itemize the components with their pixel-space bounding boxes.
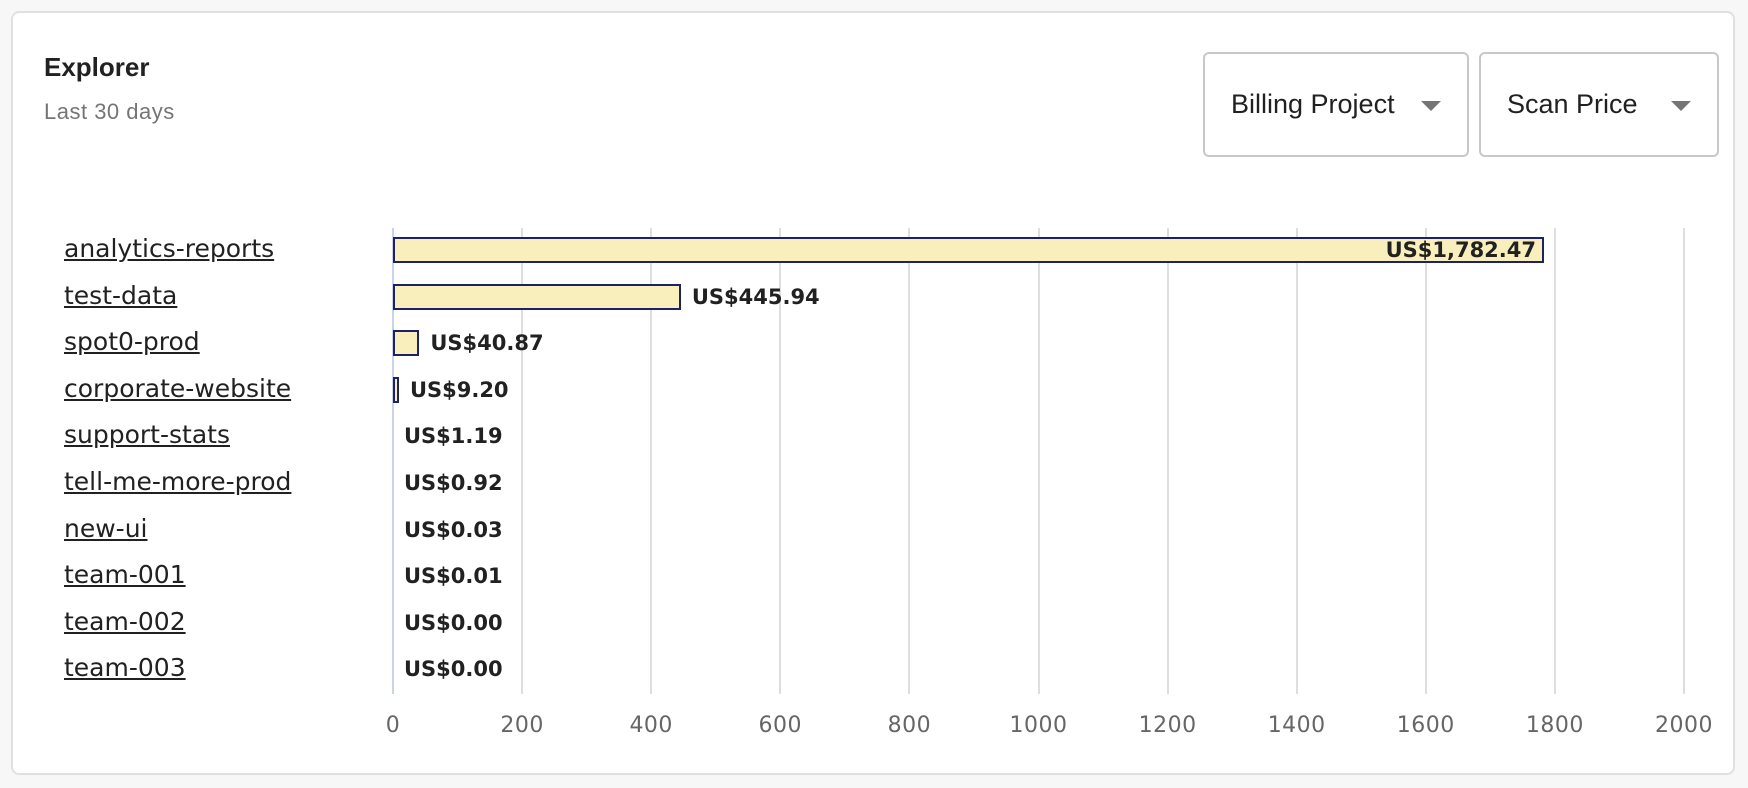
- x-tick-label: 200: [500, 713, 544, 738]
- table-row: spot0-prod US$40.87: [0, 321, 1748, 367]
- table-row: team-003 US$0.00: [0, 647, 1748, 693]
- grid-line: [650, 228, 653, 694]
- bar-value-label: US$0.00: [404, 610, 503, 635]
- bar-value-label: US$0.01: [404, 564, 503, 589]
- grid-line: [1295, 228, 1298, 694]
- bar[interactable]: [393, 376, 399, 403]
- metric-dropdown[interactable]: Scan Price: [1479, 52, 1719, 157]
- bar-value-label: US$0.00: [404, 657, 503, 682]
- bar-value-label: US$1,782.47: [1385, 238, 1536, 262]
- grid-line: [1424, 228, 1427, 694]
- bar[interactable]: [393, 330, 420, 357]
- billing-project-link[interactable]: spot0-prod: [64, 327, 200, 357]
- table-row: tell-me-more-prod US$0.92: [0, 461, 1748, 507]
- x-tick-label: 1000: [1009, 713, 1068, 738]
- y-axis-line: [392, 228, 394, 694]
- bar[interactable]: [393, 237, 1544, 263]
- caret-down-icon: [1421, 100, 1441, 111]
- table-row: corporate-website US$9.20: [0, 368, 1748, 414]
- billing-project-link[interactable]: team-001: [64, 560, 186, 590]
- x-tick-label: 1400: [1267, 713, 1326, 738]
- caret-down-icon: [1671, 100, 1691, 111]
- group-by-label: Billing Project: [1231, 89, 1395, 119]
- x-tick-label: 1800: [1525, 713, 1584, 738]
- billing-project-link[interactable]: tell-me-more-prod: [64, 467, 292, 496]
- x-tick-label: 1600: [1396, 713, 1455, 738]
- x-tick-label: 1200: [1138, 713, 1197, 738]
- table-row: support-stats US$1.19: [0, 414, 1748, 460]
- billing-project-link[interactable]: analytics-reports: [64, 234, 275, 263]
- grid-line: [1553, 228, 1556, 694]
- bar-value-label: US$40.87: [430, 331, 544, 356]
- bar-value-label: US$0.92: [404, 471, 503, 495]
- x-tick-label: 0: [385, 713, 401, 738]
- group-by-dropdown[interactable]: Billing Project: [1203, 52, 1469, 157]
- metric-label: Scan Price: [1507, 89, 1638, 119]
- grid-line: [908, 228, 911, 694]
- billing-project-link[interactable]: support-stats: [64, 420, 230, 450]
- card-subtitle: Last 30 days: [44, 99, 175, 124]
- card-title: Explorer: [44, 52, 150, 82]
- bar[interactable]: [393, 283, 681, 310]
- billing-project-link[interactable]: test-data: [64, 280, 178, 310]
- billing-project-link[interactable]: corporate-website: [64, 373, 292, 403]
- bar-value-label: US$0.03: [404, 517, 503, 542]
- bar-value-label: US$1.19: [404, 424, 503, 449]
- table-row: new-ui US$0.03: [0, 508, 1748, 554]
- grid-line: [1166, 228, 1169, 694]
- table-row: team-001 US$0.01: [0, 554, 1748, 600]
- table-row: test-data US$445.94: [0, 275, 1748, 321]
- x-tick-label: 2000: [1655, 713, 1713, 738]
- billing-project-link[interactable]: team-003: [64, 653, 186, 683]
- grid-line: [1037, 228, 1040, 694]
- bar-value-label: US$445.94: [691, 284, 820, 309]
- grid-line: [1683, 228, 1685, 694]
- table-row: analytics-reports US$1,782.47: [0, 228, 1748, 274]
- grid-line: [521, 228, 524, 694]
- billing-project-link[interactable]: team-002: [64, 606, 186, 636]
- x-tick-label: 600: [758, 713, 803, 738]
- billing-project-link[interactable]: new-ui: [64, 513, 148, 543]
- x-tick-label: 800: [887, 713, 932, 738]
- table-row: team-002 US$0.00: [0, 601, 1748, 647]
- grid-line: [779, 228, 782, 694]
- bar-value-label: US$9.20: [409, 377, 509, 402]
- x-tick-label: 400: [629, 713, 673, 738]
